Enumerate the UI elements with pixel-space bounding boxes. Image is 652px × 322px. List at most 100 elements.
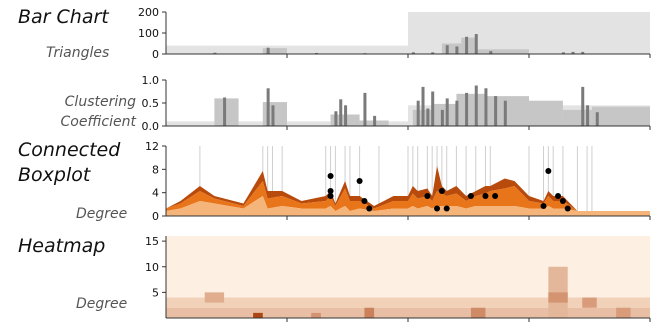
clustering-chart-spike <box>339 99 343 126</box>
clustering-chart-y-tick-label: 1.0 <box>142 74 160 87</box>
clustering-coefficient-label: Clustering Coefficient <box>60 94 136 130</box>
triangles-chart-y-tick-label: 0 <box>152 48 159 61</box>
clustering-chart-spike <box>581 86 585 126</box>
heatmap-chart-cell <box>253 312 263 318</box>
clustering-chart-spike <box>266 88 270 126</box>
boxplot-chart-outlier <box>467 193 474 199</box>
triangles-chart-spike <box>489 51 493 54</box>
clustering-chart-spike <box>373 115 377 126</box>
clustering-chart-spike <box>445 98 449 126</box>
triangles-chart-y-tick-label: 200 <box>138 6 159 19</box>
heatmap-chart-cell <box>204 292 225 303</box>
boxplot-chart-outlier <box>540 203 547 209</box>
heatmap-chart-cell <box>166 297 650 308</box>
clustering-chart-spike <box>474 85 478 126</box>
heatmap-chart-cell <box>470 307 486 318</box>
boxplot-chart-outlier <box>564 205 571 212</box>
heatmap-chart-cell <box>582 297 597 308</box>
clustering-chart-spike <box>440 109 444 126</box>
clustering-chart-spike <box>363 92 367 126</box>
boxplot-chart-y-tick-label: 12 <box>145 140 159 153</box>
boxplot-chart-outlier <box>361 198 368 204</box>
boxplot-chart-outlier <box>482 193 489 199</box>
heatmap-chart-y-tick-label: 10 <box>145 261 159 274</box>
clustering-chart-spike <box>494 96 498 126</box>
triangles-label: Triangles <box>46 45 110 61</box>
boxplot-chart-y-tick-label: 8 <box>152 163 159 176</box>
boxplot-chart-outlier <box>545 168 552 174</box>
triangles-chart-bar <box>441 43 462 54</box>
clustering-chart-bar <box>591 106 650 126</box>
heatmap-chart-cell <box>311 312 321 318</box>
boxplot-chart-outlier <box>366 205 373 212</box>
triangles-chart-spike <box>465 36 469 54</box>
boxplot-chart-outlier <box>438 188 445 194</box>
clustering-chart-spike <box>595 112 599 126</box>
boxplot-chart-whisker-area <box>166 166 650 211</box>
clustering-chart-spike <box>223 97 227 126</box>
clustering-chart-bar <box>432 103 457 126</box>
boxplot-chart-outlier <box>356 178 363 184</box>
clustering-chart-spike <box>334 111 338 126</box>
clustering-chart-spike <box>421 86 425 126</box>
boxplot-chart-y-tick-label: 4 <box>152 187 159 200</box>
heatmap-chart-cell <box>364 307 375 318</box>
boxplot-chart-outlier <box>559 198 566 204</box>
boxplot-chart-outlier <box>327 188 334 194</box>
triangles-chart-spike <box>474 34 478 54</box>
connected-boxplot-title: Connected Boxplot <box>18 139 121 186</box>
heatmap-chart-y-tick-label: 15 <box>145 235 159 248</box>
heatmap-chart-cell <box>166 307 650 318</box>
clustering-chart-spike <box>503 100 507 126</box>
clustering-chart-spike <box>426 108 430 126</box>
triangles-chart-spike <box>266 47 270 54</box>
boxplot-chart-lower-area <box>166 196 650 216</box>
triangles-chart-bar <box>461 37 476 54</box>
clustering-chart-spike <box>484 88 488 126</box>
clustering-chart-bar <box>485 96 529 126</box>
triangles-chart-spike <box>411 52 415 54</box>
boxplot-chart-outlier <box>555 193 562 199</box>
triangles-chart-spike <box>213 52 217 54</box>
triangles-chart-bar <box>262 48 287 54</box>
clustering-chart-spike <box>344 105 348 126</box>
triangles-chart-bar <box>475 49 529 54</box>
triangles-chart-spike <box>315 52 319 54</box>
boxplot-degree-label: Degree <box>76 206 128 222</box>
boxplot-chart-outlier <box>492 193 499 199</box>
triangles-chart-spike <box>445 45 449 54</box>
triangles-chart-spike <box>561 52 565 54</box>
clustering-chart-y-tick-label: 0.0 <box>142 120 160 133</box>
clustering-chart-bar <box>529 100 563 126</box>
boxplot-chart-iqr-area <box>166 181 650 211</box>
clustering-chart-spike <box>416 100 420 126</box>
boxplot-chart-outlier <box>327 193 334 199</box>
clustering-chart-spike <box>465 92 469 126</box>
bar-chart-title: Bar Chart <box>18 6 109 28</box>
clustering-chart-bar <box>262 102 287 126</box>
triangles-chart-spike <box>431 52 435 54</box>
clustering-chart-y-tick-label: 0.5 <box>142 97 160 110</box>
heatmap-chart-cell <box>548 292 568 303</box>
triangles-chart-spike <box>455 46 459 54</box>
triangles-chart-spike <box>571 51 575 54</box>
heatmap-chart-y-tick-label: 5 <box>152 286 159 299</box>
boxplot-chart-y-tick-label: 0 <box>152 210 159 223</box>
clustering-chart-spike <box>271 105 275 126</box>
clustering-chart-spike <box>455 100 459 126</box>
triangles-chart-spike <box>581 51 585 54</box>
clustering-chart-bar <box>562 109 592 126</box>
heatmap-degree-label: Degree <box>76 296 128 312</box>
clustering-chart-spike <box>431 91 435 126</box>
boxplot-chart-outlier <box>434 205 441 212</box>
boxplot-chart-outlier <box>327 173 334 179</box>
boxplot-chart-outlier <box>424 193 431 199</box>
clustering-chart-spike <box>586 105 590 126</box>
clustering-chart-bar <box>214 98 239 126</box>
heatmap-title: Heatmap <box>18 235 106 257</box>
triangles-chart-y-tick-label: 100 <box>138 27 159 40</box>
boxplot-chart-outlier <box>443 205 450 212</box>
heatmap-chart-cell <box>616 307 631 318</box>
